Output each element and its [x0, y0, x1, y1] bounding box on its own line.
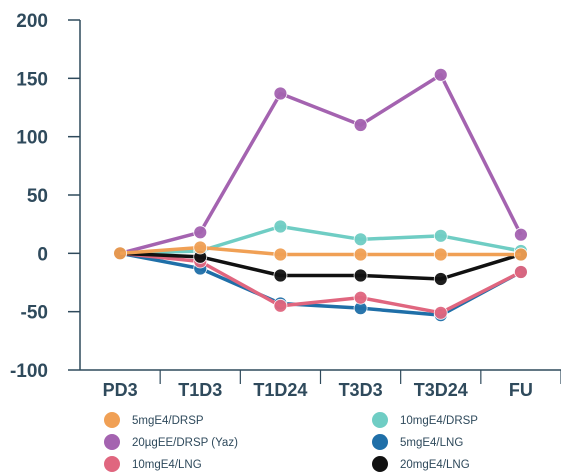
series-4: [113, 246, 528, 320]
legend-marker: [104, 412, 120, 428]
data-point: [353, 268, 368, 283]
legend-item: 10mgE4/LNG: [104, 456, 202, 472]
data-point: [273, 298, 288, 313]
legend-label: 10mgE4/LNG: [132, 459, 202, 471]
series-2: [113, 67, 528, 261]
data-point: [433, 67, 448, 82]
data-point: [273, 247, 288, 262]
legend-item: 10mgE4/DRSP: [372, 412, 478, 428]
legend-label: 5mgE4/DRSP: [132, 415, 204, 427]
y-tick-label: 200: [16, 11, 48, 32]
legend-item: 20mgE4/LNG: [372, 456, 470, 472]
data-point: [193, 240, 208, 255]
y-tick-label: 0: [37, 244, 48, 265]
legend-marker: [104, 456, 120, 472]
series-line: [120, 224, 522, 256]
data-point: [433, 272, 448, 286]
series-line: [119, 251, 522, 315]
y-tick-label: 100: [16, 128, 48, 149]
x-tick-label: PD3: [103, 380, 138, 400]
data-point: [433, 305, 448, 320]
y-tick-label: 150: [16, 69, 48, 90]
data-point: [113, 246, 127, 261]
data-point: [353, 232, 368, 247]
x-tick-label: T3D24: [414, 380, 468, 400]
data-point: [273, 219, 288, 234]
data-point: [273, 268, 288, 283]
legend: 5mgE4/DRSP 10mgE4/DRSP 20µgEE/DRSP (Yaz) 5m…: [104, 412, 478, 472]
legend-label: 20µgEE/DRSP (Yaz): [132, 437, 238, 449]
y-axis-ticks: 200 150 100 50 0 -50 -100: [10, 11, 80, 382]
data-point: [514, 265, 528, 279]
series-line: [119, 251, 522, 317]
series-layer: [113, 67, 528, 323]
legend-item: 5mgE4/DRSP: [104, 412, 204, 428]
data-point: [433, 228, 448, 243]
data-point: [353, 290, 368, 305]
x-tick-label: T1D3: [178, 380, 222, 400]
y-tick-label: -50: [21, 303, 48, 324]
legend-item: 20µgEE/DRSP (Yaz): [104, 434, 238, 450]
data-point: [353, 118, 368, 132]
data-point: [353, 247, 368, 262]
legend-label: 5mgE4/LNG: [400, 437, 463, 449]
legend-item: 5mgE4/LNG: [372, 434, 463, 450]
legend-label: 20mgE4/LNG: [400, 459, 470, 471]
legend-marker: [104, 434, 120, 450]
axes: [79, 20, 561, 371]
x-tick-label: T1D24: [253, 380, 307, 400]
data-point: [514, 227, 528, 242]
y-tick-label: -100: [10, 361, 48, 382]
x-tick-label: FU: [509, 380, 533, 400]
x-tick-label: T3D3: [339, 380, 383, 400]
series-line: [119, 73, 523, 256]
data-point: [514, 247, 528, 262]
legend-marker: [372, 434, 388, 450]
data-point: [273, 86, 288, 101]
legend-marker: [372, 456, 388, 472]
data-point: [193, 225, 208, 240]
data-point: [433, 247, 448, 262]
legend-label: 10mgE4/DRSP: [400, 415, 478, 427]
legend-marker: [372, 412, 388, 428]
series-line: [120, 251, 522, 281]
series-line: [119, 245, 521, 257]
series-0: [113, 240, 528, 262]
x-axis-ticks: PD3 T1D3 T1D24 T3D3 T3D24 FU: [103, 370, 561, 400]
y-tick-label: 50: [27, 186, 48, 207]
